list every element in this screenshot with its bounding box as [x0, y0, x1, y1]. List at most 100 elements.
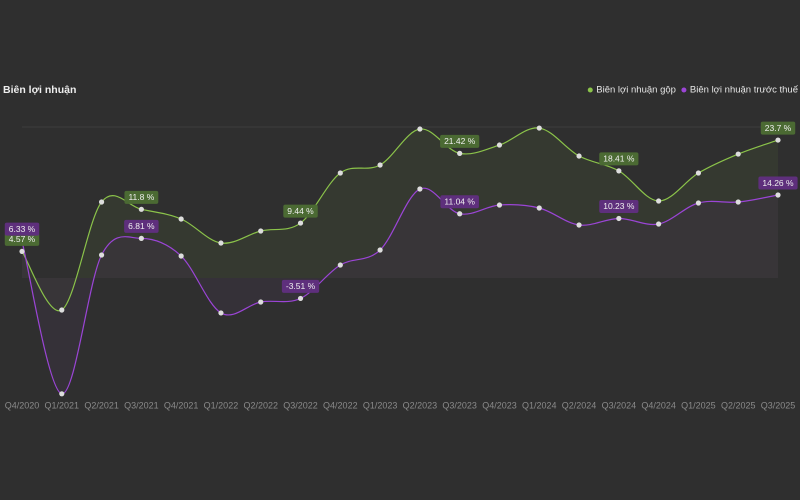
point	[59, 391, 65, 397]
point	[695, 200, 702, 206]
point	[536, 125, 542, 131]
x-tick-label: Q2/2023	[403, 400, 438, 410]
legend-dot	[681, 87, 687, 93]
legend-label[interactable]: Biên lợi nhuận gộp	[596, 85, 676, 96]
x-tick-label: Q4/2023	[482, 400, 517, 410]
point	[98, 252, 105, 258]
point	[218, 310, 224, 316]
data-label: -3.51 %	[281, 279, 320, 293]
data-label-badge	[599, 199, 639, 213]
data-label-text: 14.26 %	[762, 178, 794, 188]
data-label: 18.41 %	[599, 152, 639, 166]
x-tick-label: Q3/2024	[602, 400, 637, 410]
x-tick-label: Q3/2025	[761, 400, 796, 410]
point	[19, 248, 25, 255]
x-tick-label: Q3/2022	[283, 400, 318, 410]
data-label-text: 6.33 %	[9, 224, 36, 234]
x-tick-label: Q1/2022	[204, 400, 239, 410]
point	[536, 205, 542, 211]
chart-title: Biên lợi nhuận	[3, 84, 76, 96]
x-tick-label: Q2/2022	[243, 400, 278, 410]
x-tick-label: Q1/2025	[681, 400, 716, 410]
data-label: 6.33 %	[4, 222, 40, 236]
point	[417, 186, 423, 192]
x-tick-label: Q4/2021	[164, 400, 199, 410]
data-label: 11.04 %	[440, 195, 479, 209]
point	[297, 295, 304, 302]
point	[735, 151, 741, 157]
data-label-badge	[283, 204, 318, 218]
point	[576, 222, 582, 228]
data-label-badge	[4, 222, 40, 236]
point	[258, 299, 264, 305]
point	[337, 170, 343, 176]
x-tick-label: Q3/2023	[442, 400, 477, 410]
point	[496, 142, 503, 148]
data-label-badge	[124, 219, 159, 233]
data-label-badge	[281, 279, 320, 293]
point	[377, 247, 383, 253]
point	[138, 235, 144, 241]
data-label-badge	[599, 152, 639, 166]
point	[218, 240, 224, 246]
data-label-text: 6.81 %	[128, 221, 155, 231]
data-label-text: -3.51 %	[286, 281, 316, 291]
point	[775, 137, 781, 143]
x-tick-label: Q4/2020	[5, 400, 40, 410]
data-label-text: 11.8 %	[128, 192, 154, 202]
data-label-badge	[4, 232, 40, 246]
point	[377, 162, 383, 168]
point	[496, 202, 503, 208]
point	[656, 221, 662, 227]
data-label-badge	[440, 134, 480, 148]
area	[22, 188, 778, 394]
legend-label[interactable]: Biên lợi nhuận trước thuế	[690, 85, 799, 96]
x-tick-label: Q1/2023	[363, 400, 398, 410]
data-label-text: 9.44 %	[287, 206, 314, 216]
data-label: 9.44 %	[283, 204, 318, 218]
data-label: 11.8 %	[124, 190, 159, 204]
data-label-text: 18.41 %	[603, 154, 635, 164]
data-label: 23.7 %	[760, 121, 796, 135]
data-label: 21.42 %	[440, 134, 480, 148]
point	[337, 262, 343, 268]
x-tick-label: Q3/2021	[124, 400, 159, 410]
data-label: 4.57 %	[4, 232, 40, 246]
x-tick-label: Q4/2024	[641, 400, 676, 410]
point	[98, 199, 105, 205]
point	[695, 170, 702, 176]
x-tick-label: Q2/2021	[84, 400, 119, 410]
data-label-badge	[758, 176, 798, 190]
x-tick-label: Q1/2024	[522, 400, 557, 410]
point	[138, 206, 144, 212]
x-tick-label: Q2/2024	[562, 400, 597, 410]
point	[656, 198, 662, 204]
legend-dot	[587, 87, 593, 93]
data-label-badge	[124, 190, 159, 204]
data-label: 14.26 %	[758, 176, 798, 190]
point	[775, 192, 781, 198]
data-label-text: 4.57 %	[9, 234, 36, 244]
data-label-text: 10.23 %	[603, 201, 635, 211]
point	[735, 199, 741, 205]
x-tick-label: Q2/2025	[721, 400, 756, 410]
point	[258, 228, 264, 234]
point	[178, 253, 184, 259]
point	[616, 168, 622, 174]
point	[457, 150, 463, 156]
data-label: 10.23 %	[599, 199, 639, 213]
point	[417, 126, 423, 132]
point	[457, 211, 463, 217]
data-label-badge	[760, 121, 796, 135]
point	[297, 220, 304, 226]
line	[21, 127, 779, 312]
point	[616, 215, 622, 222]
point	[59, 307, 65, 313]
data-label: 6.81 %	[124, 219, 159, 233]
data-label-badge	[440, 195, 479, 209]
x-tick-label: Q1/2021	[45, 400, 80, 410]
x-tick-label: Q4/2022	[323, 400, 358, 410]
data-label-text: 23.7 %	[765, 123, 792, 133]
data-label-text: 21.42 %	[444, 136, 476, 146]
